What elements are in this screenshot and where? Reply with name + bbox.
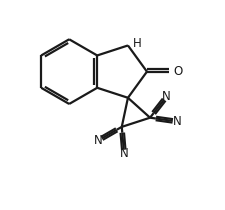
Text: H: H [133, 37, 141, 50]
Text: N: N [119, 147, 128, 160]
Text: N: N [162, 90, 170, 103]
Text: N: N [172, 115, 180, 128]
Text: N: N [93, 134, 102, 147]
Text: O: O [173, 65, 182, 78]
